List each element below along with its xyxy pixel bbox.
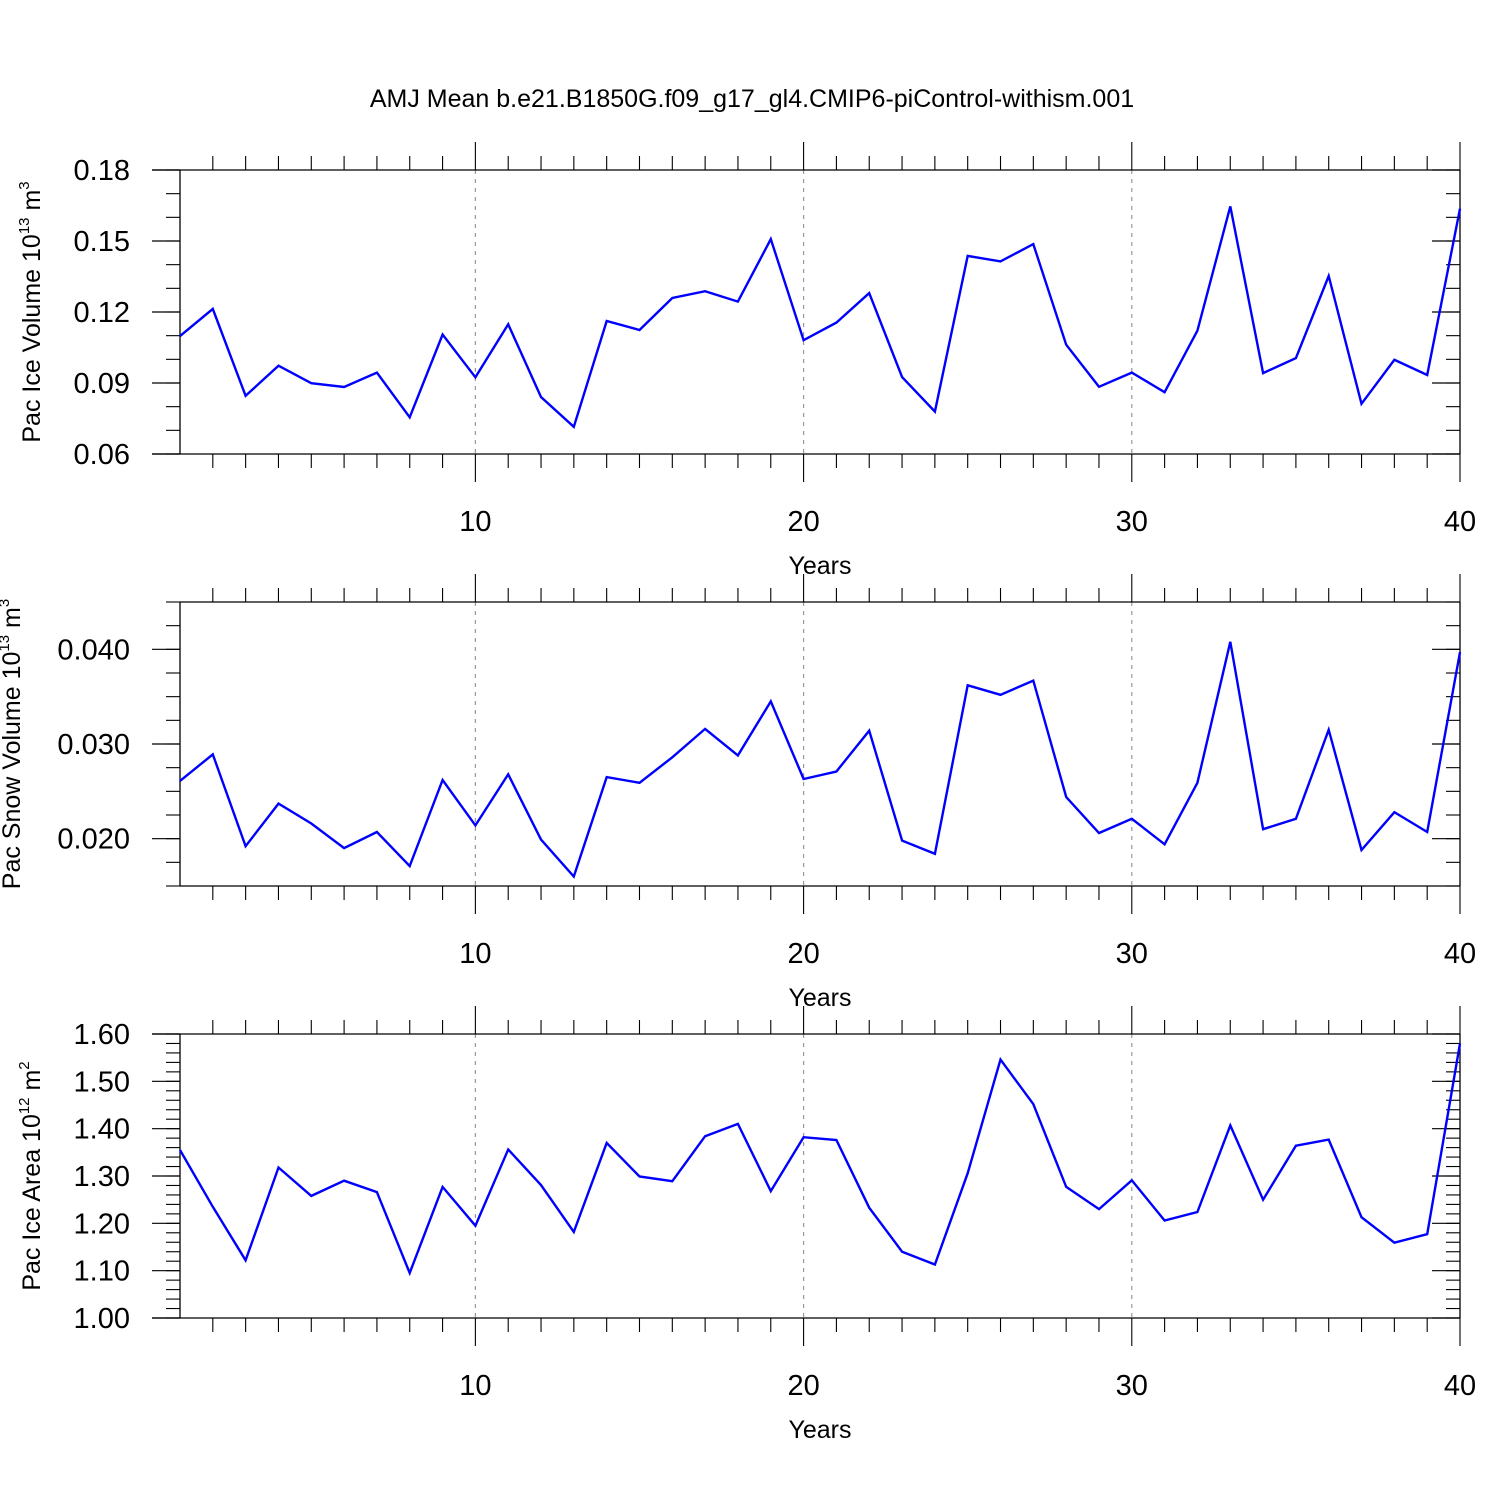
x-axis-label: Years [788, 552, 851, 580]
x-tick-label: 10 [459, 1370, 491, 1402]
chart-panel-3: 10 20 30 40 1.00 1.10 1.20 1.30 1.40 1.50 1.60 Year… [16, 1006, 1476, 1444]
x-tick-label: 30 [1116, 506, 1148, 538]
y-tick-label: 0.12 [74, 297, 130, 329]
x-tick-label: 20 [787, 506, 819, 538]
x-tick-label: 10 [459, 938, 491, 970]
x-tick-label: 40 [1444, 506, 1476, 538]
y-tick-label: 1.10 [74, 1256, 130, 1288]
y-axis-label: Pac Ice Volume 1013 m3 [16, 181, 46, 442]
y-tick-label: 1.00 [74, 1303, 130, 1335]
x-tick-label: 20 [787, 1370, 819, 1402]
x-axis-label: Years [788, 1416, 851, 1444]
chart-panel-1: 10 20 30 40 0.06 0.09 0.12 0.15 0.18 Years Pac Ice… [16, 142, 1476, 580]
chart-panel-2: 10 20 30 40 0.020 0.030 0.040 Years Pac Snow Vol… [0, 574, 1476, 1012]
x-tick-label: 30 [1116, 938, 1148, 970]
y-axis-label: Pac Ice Area 1012 m2 [16, 1061, 46, 1290]
y-axis-label-main: Pac Ice Area 10 [18, 1114, 46, 1291]
y-axis-label-exponent: 13 [0, 635, 13, 652]
x-tick-label: 20 [787, 938, 819, 970]
x-tick-label: 30 [1116, 1370, 1148, 1402]
x-tick-label: 40 [1444, 938, 1476, 970]
y-axis-label-exponent: 13 [16, 217, 33, 234]
y-axis-label: Pac Snow Volume 1013 m3 [0, 599, 26, 889]
series-line [178, 1043, 1462, 1277]
y-tick-label: 0.15 [74, 226, 130, 258]
series-line [179, 206, 1462, 429]
y-tick-label: 1.50 [74, 1066, 130, 1098]
y-axis-label-main: Pac Snow Volume 10 [0, 652, 26, 890]
x-tick-label: 10 [459, 506, 491, 538]
y-axis-label-main: Pac Ice Volume 10 [18, 234, 46, 442]
panels: 10 20 30 40 0.06 0.09 0.12 0.15 0.18 Years Pac Ice… [0, 142, 1476, 1444]
y-tick-label: 0.06 [74, 439, 130, 471]
y-tick-label: 1.60 [74, 1019, 130, 1051]
y-tick-label: 0.020 [57, 824, 130, 856]
figure-title: AMJ Mean b.e21.B1850G.f09_g17_gl4.CMIP6-… [370, 85, 1134, 113]
series-line [179, 641, 1462, 879]
y-tick-label: 1.20 [74, 1208, 130, 1240]
y-axis-label-unit: m [18, 1070, 46, 1098]
y-axis-label-unit: m [18, 190, 46, 218]
x-axis-label: Years [788, 984, 851, 1012]
y-tick-label: 0.030 [57, 729, 130, 761]
y-tick-label: 0.040 [57, 634, 130, 666]
y-axis-label-unit: m [0, 607, 26, 635]
y-tick-label: 0.18 [74, 155, 130, 187]
y-tick-label: 1.30 [74, 1161, 130, 1193]
y-axis-label-exponent: 12 [16, 1097, 33, 1114]
y-axis-label-unit-exponent: 3 [0, 599, 13, 607]
x-tick-label: 40 [1444, 1370, 1476, 1402]
y-axis-label-unit-exponent: 2 [16, 1061, 33, 1069]
y-tick-label: 1.40 [74, 1114, 130, 1146]
y-axis-label-unit-exponent: 3 [16, 181, 33, 189]
y-tick-label: 0.09 [74, 368, 130, 400]
